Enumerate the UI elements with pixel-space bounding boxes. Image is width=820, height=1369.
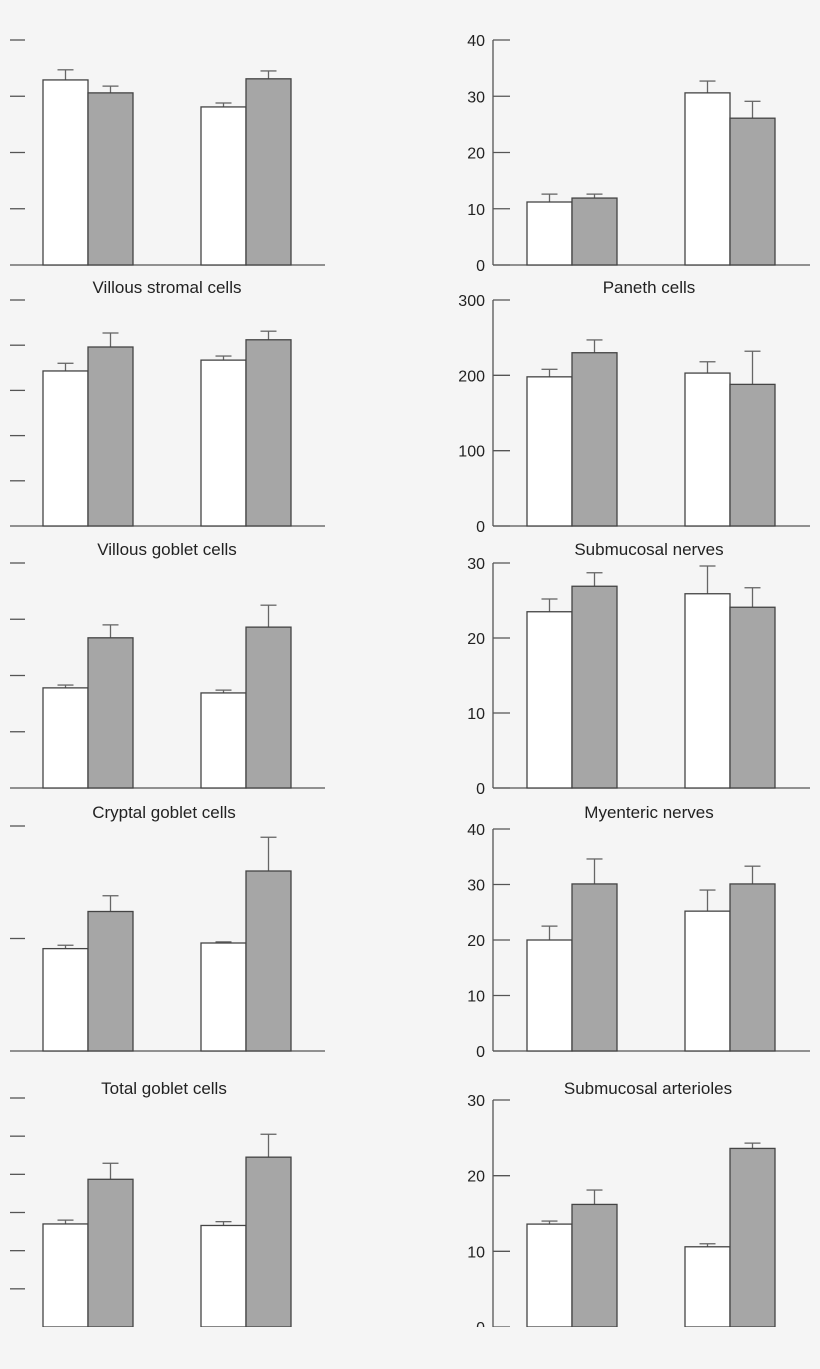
bar-gray xyxy=(245,626,292,789)
panel-content xyxy=(10,299,325,527)
y-tick-label: 20 xyxy=(467,146,485,163)
bar-white xyxy=(200,359,247,527)
bar-white xyxy=(526,201,573,266)
caption-villous-stromal-cells: Villous stromal cells xyxy=(93,278,242,297)
bar-gray xyxy=(245,339,292,527)
y-tick-label: 0 xyxy=(476,1044,485,1061)
panel-content: 0 10 20 30 xyxy=(467,556,810,798)
y-tick-label: 10 xyxy=(467,202,485,219)
bar-white xyxy=(200,1224,247,1327)
caption-total-goblet-cells: Total goblet cells xyxy=(101,1079,227,1098)
bar-white xyxy=(526,376,573,527)
caption-cryptal-goblet-cells: Cryptal goblet cells xyxy=(92,803,236,822)
bar-gray xyxy=(571,1203,618,1327)
y-tick-label: 40 xyxy=(467,33,485,50)
y-tick-label: 20 xyxy=(467,933,485,950)
bar-gray xyxy=(87,910,134,1052)
y-tick-label: 0 xyxy=(476,1320,485,1337)
bar-white xyxy=(684,1246,731,1327)
bar-white xyxy=(200,692,247,789)
caption-submucosal-arterioles: Submucosal arterioles xyxy=(564,1079,732,1098)
bar-gray xyxy=(729,1147,776,1327)
y-tick-label: 30 xyxy=(467,878,485,895)
bar-gray xyxy=(729,883,776,1052)
bar-gray xyxy=(87,92,134,266)
panel-left-5 xyxy=(10,1097,292,1327)
y-tick-label: 0 xyxy=(476,258,485,275)
caption-villous-goblet-cells: Villous goblet cells xyxy=(97,540,237,559)
panel-right-4: 0 10 20 30 40 xyxy=(467,822,810,1061)
panel-content xyxy=(10,1097,292,1327)
bar-gray xyxy=(245,870,292,1052)
panel-right-1: 0 10 20 30 40 xyxy=(467,33,810,275)
panels: 0102030400100200300010203001020304001020… xyxy=(10,33,810,1337)
bar-white xyxy=(526,611,573,789)
panel-content xyxy=(10,39,325,266)
bar-white xyxy=(684,910,731,1052)
bar-gray xyxy=(571,352,618,527)
bar-white xyxy=(42,947,89,1052)
panel-left-4 xyxy=(10,825,325,1052)
bar-white xyxy=(684,92,731,266)
panel-left-1 xyxy=(10,39,325,266)
caption-paneth-cells: Paneth cells xyxy=(603,278,696,297)
bar-white xyxy=(42,79,89,266)
bar-gray xyxy=(571,883,618,1052)
panel-content: 0 10 20 30 40 xyxy=(467,822,810,1061)
panel-right-5: 0 10 20 30 xyxy=(467,1093,776,1337)
bar-gray xyxy=(87,637,134,789)
bar-gray xyxy=(729,383,776,527)
y-tick-label: 10 xyxy=(467,989,485,1006)
bar-white xyxy=(42,687,89,789)
bar-white xyxy=(684,593,731,789)
panel-content: 0 10 20 30 40 xyxy=(467,33,810,275)
caption-submucosal-nerves: Submucosal nerves xyxy=(574,540,723,559)
bar-gray xyxy=(571,197,618,266)
bar-gray xyxy=(729,606,776,789)
y-tick-label: 30 xyxy=(467,89,485,106)
y-tick-label: 40 xyxy=(467,822,485,839)
bar-white xyxy=(42,1223,89,1327)
y-tick-label: 200 xyxy=(458,368,485,385)
bar-white xyxy=(200,942,247,1052)
bar-gray xyxy=(245,1156,292,1327)
bar-gray xyxy=(729,117,776,266)
bar-white xyxy=(684,372,731,527)
y-tick-label: 100 xyxy=(458,444,485,461)
caption-myenteric-nerves: Myenteric nerves xyxy=(584,803,713,822)
bar-gray xyxy=(87,1178,134,1327)
y-tick-label: 0 xyxy=(476,781,485,798)
y-tick-label: 300 xyxy=(458,293,485,310)
panel-right-3: 0 10 20 30 xyxy=(467,556,810,798)
panel-left-3 xyxy=(10,562,325,789)
y-tick-label: 10 xyxy=(467,1244,485,1261)
y-tick-label: 0 xyxy=(476,519,485,536)
y-tick-label: 10 xyxy=(467,706,485,723)
y-tick-label: 20 xyxy=(467,631,485,648)
panel-content: 0 10 20 30 xyxy=(467,1093,776,1337)
y-tick-label: 20 xyxy=(467,1169,485,1186)
bar-white xyxy=(42,370,89,527)
bar-white xyxy=(526,1223,573,1327)
panel-content xyxy=(10,825,325,1052)
bar-white xyxy=(526,939,573,1052)
bar-gray xyxy=(87,346,134,527)
bar-gray xyxy=(571,585,618,789)
bar-gray xyxy=(245,78,292,266)
panel-left-2 xyxy=(10,299,325,527)
panel-content: 0 100 200 300 xyxy=(458,293,810,536)
y-tick-label: 30 xyxy=(467,1093,485,1110)
panel-content xyxy=(10,562,325,789)
bar-white xyxy=(200,106,247,266)
panel-right-2: 0 100 200 300 xyxy=(458,293,810,536)
y-tick-label: 30 xyxy=(467,556,485,573)
